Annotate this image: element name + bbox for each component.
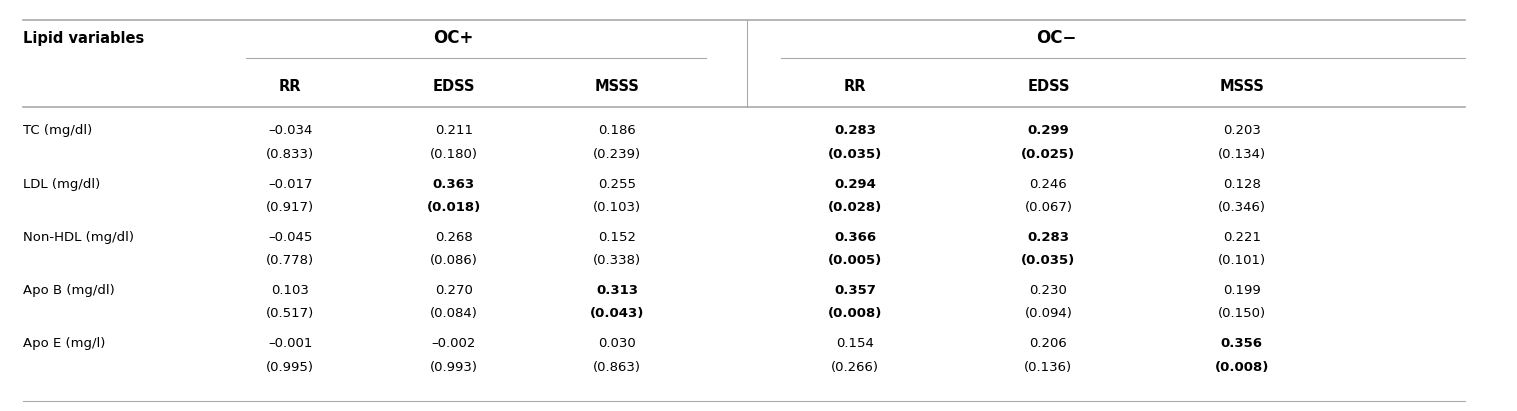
Text: 0.268: 0.268	[435, 231, 473, 244]
Text: –0.017: –0.017	[269, 178, 313, 191]
Text: (0.101): (0.101)	[1218, 254, 1265, 267]
Text: (0.266): (0.266)	[831, 360, 880, 374]
Text: (0.995): (0.995)	[265, 360, 314, 374]
Text: (0.086): (0.086)	[429, 254, 478, 267]
Text: 0.366: 0.366	[834, 231, 877, 244]
Text: (0.917): (0.917)	[265, 201, 314, 214]
Text: (0.346): (0.346)	[1218, 201, 1265, 214]
Text: Apo E (mg/l): Apo E (mg/l)	[23, 337, 105, 350]
Text: –0.002: –0.002	[431, 337, 476, 350]
Text: 0.206: 0.206	[1030, 337, 1068, 350]
Text: (0.084): (0.084)	[429, 307, 478, 320]
Text: (0.043): (0.043)	[590, 307, 645, 320]
Text: (0.018): (0.018)	[426, 201, 481, 214]
Text: (0.008): (0.008)	[828, 307, 883, 320]
Text: 0.211: 0.211	[435, 125, 473, 138]
Text: EDSS: EDSS	[1027, 79, 1069, 94]
Text: (0.035): (0.035)	[828, 148, 883, 161]
Text: 0.270: 0.270	[435, 284, 473, 297]
Text: OC+: OC+	[434, 29, 473, 47]
Text: MSSS: MSSS	[595, 79, 640, 94]
Text: 0.255: 0.255	[598, 178, 636, 191]
Text: (0.993): (0.993)	[429, 360, 478, 374]
Text: RR: RR	[843, 79, 866, 94]
Text: 0.221: 0.221	[1223, 231, 1261, 244]
Text: 0.363: 0.363	[432, 178, 475, 191]
Text: Non-HDL (mg/dl): Non-HDL (mg/dl)	[23, 231, 133, 244]
Text: (0.005): (0.005)	[828, 254, 883, 267]
Text: 0.203: 0.203	[1223, 125, 1261, 138]
Text: EDSS: EDSS	[432, 79, 475, 94]
Text: 0.103: 0.103	[272, 284, 309, 297]
Text: (0.517): (0.517)	[265, 307, 314, 320]
Text: 0.313: 0.313	[596, 284, 639, 297]
Text: (0.833): (0.833)	[265, 148, 314, 161]
Text: 0.199: 0.199	[1223, 284, 1261, 297]
Text: 0.230: 0.230	[1030, 284, 1068, 297]
Text: (0.180): (0.180)	[429, 148, 478, 161]
Text: –0.045: –0.045	[269, 231, 313, 244]
Text: 0.283: 0.283	[1027, 231, 1069, 244]
Text: (0.094): (0.094)	[1024, 307, 1073, 320]
Text: 0.299: 0.299	[1027, 125, 1069, 138]
Text: (0.136): (0.136)	[1024, 360, 1073, 374]
Text: 0.154: 0.154	[836, 337, 874, 350]
Text: (0.103): (0.103)	[593, 201, 642, 214]
Text: (0.150): (0.150)	[1218, 307, 1265, 320]
Text: (0.134): (0.134)	[1218, 148, 1265, 161]
Text: TC (mg/dl): TC (mg/dl)	[23, 125, 93, 138]
Text: –0.034: –0.034	[269, 125, 313, 138]
Text: (0.863): (0.863)	[593, 360, 642, 374]
Text: (0.025): (0.025)	[1021, 148, 1076, 161]
Text: MSSS: MSSS	[1220, 79, 1264, 94]
Text: 0.128: 0.128	[1223, 178, 1261, 191]
Text: 0.294: 0.294	[834, 178, 877, 191]
Text: 0.283: 0.283	[834, 125, 877, 138]
Text: (0.035): (0.035)	[1021, 254, 1076, 267]
Text: (0.008): (0.008)	[1215, 360, 1268, 374]
Text: –0.001: –0.001	[269, 337, 313, 350]
Text: 0.246: 0.246	[1030, 178, 1068, 191]
Text: (0.067): (0.067)	[1024, 201, 1073, 214]
Text: (0.239): (0.239)	[593, 148, 642, 161]
Text: Lipid variables: Lipid variables	[23, 31, 144, 46]
Text: OC−: OC−	[1036, 29, 1076, 47]
Text: 0.152: 0.152	[598, 231, 636, 244]
Text: LDL (mg/dl): LDL (mg/dl)	[23, 178, 100, 191]
Text: Apo B (mg/dl): Apo B (mg/dl)	[23, 284, 114, 297]
Text: (0.778): (0.778)	[265, 254, 314, 267]
Text: 0.356: 0.356	[1221, 337, 1262, 350]
Text: (0.028): (0.028)	[828, 201, 883, 214]
Text: 0.357: 0.357	[834, 284, 877, 297]
Text: 0.186: 0.186	[598, 125, 636, 138]
Text: (0.338): (0.338)	[593, 254, 642, 267]
Text: RR: RR	[279, 79, 302, 94]
Text: 0.030: 0.030	[598, 337, 636, 350]
